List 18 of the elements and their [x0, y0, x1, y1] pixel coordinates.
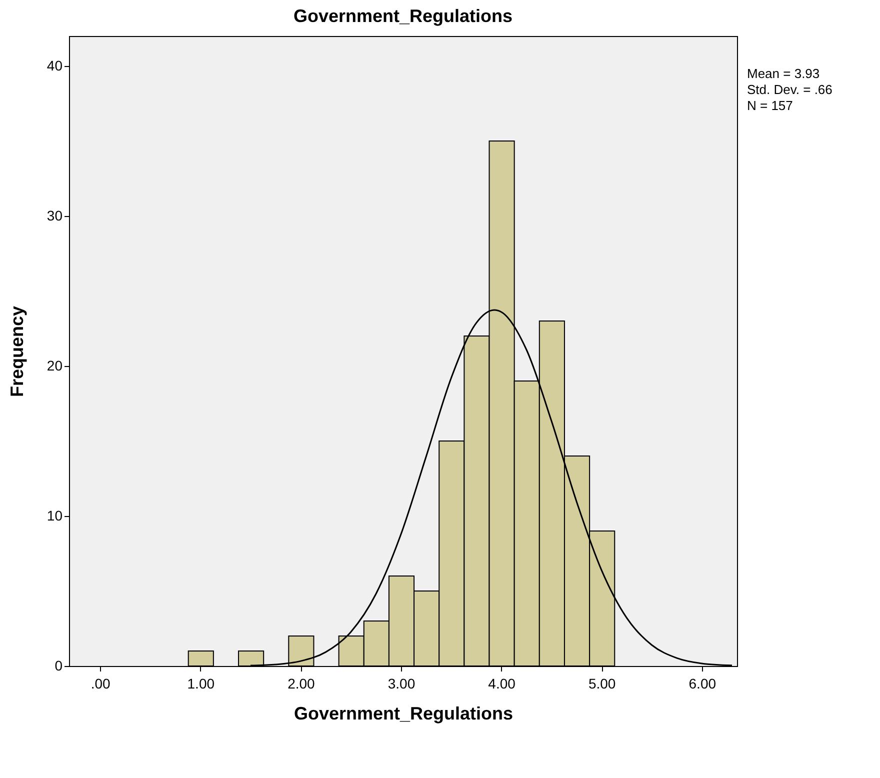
x-tick-label: 5.00: [588, 676, 616, 692]
x-tick-label: 6.00: [688, 676, 716, 692]
x-tick-label: 3.00: [388, 676, 416, 692]
y-axis-title: Frequency: [6, 306, 27, 398]
y-tick-label: 20: [46, 358, 63, 374]
x-tick-label: 2.00: [288, 676, 316, 692]
chart-title: Government_Regulations: [293, 6, 513, 26]
x-tick-label: 4.00: [488, 676, 516, 692]
y-tick-label: 10: [46, 508, 63, 524]
y-tick-label: 40: [46, 58, 63, 74]
text: Std. Dev. = .66: [747, 82, 832, 97]
x-axis-title: Government_Regulations: [294, 704, 514, 724]
x-tick-label: 1.00: [187, 676, 215, 692]
x-tick-label: .00: [90, 676, 111, 692]
y-tick-label: 0: [54, 658, 63, 674]
text: N = 157: [747, 98, 793, 113]
y-tick-label: 30: [46, 208, 63, 224]
text: Mean = 3.93: [747, 66, 820, 81]
